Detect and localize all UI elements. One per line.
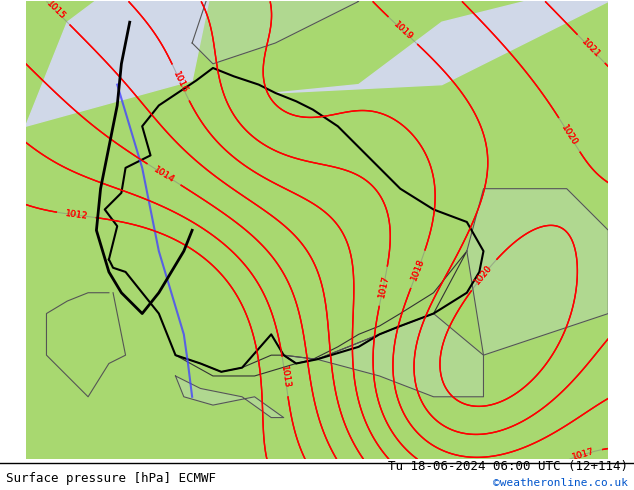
Text: 1016: 1016 (172, 70, 190, 95)
Text: Surface pressure [hPa] ECMWF: Surface pressure [hPa] ECMWF (6, 472, 216, 485)
Text: Tu 18-06-2024 06:00 UTC (12+114): Tu 18-06-2024 06:00 UTC (12+114) (387, 460, 628, 473)
Text: 1015: 1015 (44, 0, 67, 22)
Polygon shape (46, 293, 126, 397)
Polygon shape (275, 0, 609, 93)
Text: 1017: 1017 (571, 447, 595, 462)
Text: 1014: 1014 (152, 165, 176, 184)
Text: ©weatheronline.co.uk: ©weatheronline.co.uk (493, 478, 628, 488)
Text: 1017: 1017 (377, 274, 390, 298)
Polygon shape (176, 376, 283, 417)
Text: 1020: 1020 (473, 263, 495, 286)
Text: 1018: 1018 (410, 257, 427, 282)
Polygon shape (467, 189, 609, 355)
Text: 1018: 1018 (410, 257, 427, 282)
Text: 1017: 1017 (377, 274, 390, 298)
Polygon shape (25, 0, 213, 126)
Text: 1021: 1021 (580, 38, 602, 60)
Text: 1020: 1020 (559, 123, 579, 147)
Text: 1013: 1013 (279, 365, 291, 389)
Text: 1012: 1012 (65, 209, 88, 221)
Text: 1012: 1012 (65, 209, 88, 221)
Polygon shape (192, 0, 359, 64)
Text: 1020: 1020 (559, 123, 579, 147)
Text: 1015: 1015 (44, 0, 67, 22)
Text: 1020: 1020 (473, 263, 495, 286)
Text: 1019: 1019 (391, 20, 415, 42)
Text: 1014: 1014 (152, 165, 176, 184)
Text: 1013: 1013 (279, 365, 291, 389)
Polygon shape (283, 314, 484, 397)
Text: 1016: 1016 (172, 70, 190, 95)
Text: 1019: 1019 (391, 20, 415, 42)
Text: 1021: 1021 (580, 38, 602, 60)
Text: 1017: 1017 (571, 447, 595, 462)
Polygon shape (105, 68, 484, 372)
